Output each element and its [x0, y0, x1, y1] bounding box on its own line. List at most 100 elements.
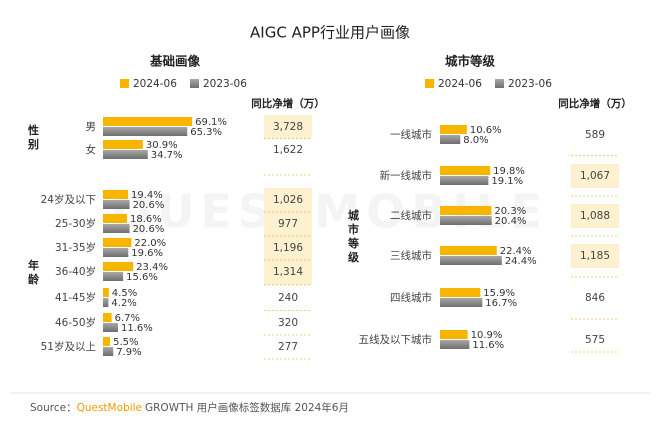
category-label: 女	[86, 143, 97, 156]
value-label: 15.6%	[126, 272, 158, 283]
value-label: 22.4%	[500, 246, 532, 257]
bar	[103, 150, 148, 159]
group-label: 性别	[27, 123, 41, 152]
bar	[103, 248, 129, 257]
legend-label: 2023-06	[203, 78, 247, 90]
value-label: 22.0%	[134, 238, 166, 249]
net-value: 1,622	[273, 144, 303, 156]
value-label: 10.9%	[471, 330, 503, 341]
bar	[440, 216, 492, 225]
net-highlight	[264, 260, 312, 285]
value-label: 20.6%	[133, 200, 165, 211]
net-value: 1,185	[580, 250, 610, 262]
bar	[440, 340, 470, 349]
legend-swatch	[495, 79, 504, 88]
net-value: 277	[278, 341, 298, 353]
category-label: 41-45岁	[55, 291, 96, 304]
legend-swatch	[190, 79, 199, 88]
value-label: 5.5%	[113, 337, 138, 348]
source: Source：QuestMobile GROWTH 用户画像标签数据库 2024年…	[30, 401, 349, 414]
bar	[440, 206, 492, 215]
value-label: 16.7%	[485, 298, 517, 309]
source-label: Source：	[30, 402, 77, 414]
net-value: 589	[585, 129, 605, 141]
value-label: 20.4%	[495, 216, 527, 227]
bar	[440, 135, 461, 144]
category-label: 36-40岁	[55, 265, 96, 278]
net-value: 1,196	[273, 242, 303, 254]
value-label: 7.9%	[116, 347, 141, 358]
bar	[103, 200, 130, 209]
bar	[440, 176, 489, 185]
category-label: 三线城市	[390, 249, 432, 262]
net-highlight	[264, 115, 312, 139]
net-highlight	[264, 212, 312, 236]
bar	[103, 347, 114, 356]
source-text: GROWTH 用户画像标签数据库 2024年6月	[145, 401, 349, 414]
bar	[440, 256, 502, 265]
net-highlight	[571, 204, 619, 228]
value-label: 4.2%	[111, 298, 136, 309]
net-value: 240	[278, 292, 298, 304]
value-label: 19.1%	[491, 176, 523, 187]
net-highlight	[264, 188, 312, 212]
bar	[103, 127, 188, 136]
bar	[103, 298, 109, 307]
value-label: 15.9%	[483, 288, 515, 299]
legend-label: 2023-06	[508, 78, 552, 90]
value-label: 11.6%	[472, 340, 504, 351]
net-value: 575	[585, 334, 605, 346]
value-label: 65.3%	[190, 127, 222, 138]
bar	[103, 214, 127, 223]
bar	[440, 288, 481, 297]
value-label: 20.3%	[494, 206, 526, 217]
category-label: 31-35岁	[55, 241, 96, 254]
bar	[440, 246, 497, 255]
net-value: 3,728	[273, 121, 303, 133]
net-header: 同比净增（万）	[558, 97, 632, 110]
category-label: 二线城市	[390, 209, 432, 222]
value-label: 4.5%	[112, 288, 137, 299]
net-value: 1,314	[273, 266, 303, 278]
bar	[440, 298, 483, 307]
bar	[103, 262, 134, 271]
bar	[103, 140, 143, 149]
value-label: 19.4%	[131, 190, 163, 201]
value-label: 69.1%	[195, 117, 227, 128]
bar	[440, 166, 491, 175]
panel-title: 基础画像	[149, 54, 201, 69]
bar	[440, 125, 467, 134]
bar	[103, 272, 124, 281]
net-value: 320	[278, 317, 298, 329]
net-value: 846	[585, 292, 605, 304]
bar	[103, 288, 109, 297]
value-label: 10.6%	[470, 125, 502, 136]
net-highlight	[571, 164, 619, 188]
value-label: 6.7%	[115, 313, 140, 324]
category-label: 新一线城市	[380, 169, 433, 182]
net-value: 977	[278, 218, 298, 230]
legend-label: 2024-06	[133, 78, 177, 90]
net-highlight	[571, 244, 619, 268]
panel-title: 城市等级	[445, 54, 496, 69]
legend-label: 2024-06	[438, 78, 482, 90]
value-label: 23.4%	[136, 262, 168, 273]
category-label: 男	[86, 121, 97, 133]
category-label: 46-50岁	[55, 316, 96, 329]
net-header: 同比净增（万）	[251, 97, 325, 110]
group-label: 年龄	[27, 258, 40, 287]
category-label: 五线及以下城市	[359, 333, 433, 346]
category-label: 24岁及以下	[41, 193, 96, 206]
value-label: 19.6%	[131, 248, 163, 259]
value-label: 34.7%	[151, 150, 183, 161]
legend-swatch	[425, 79, 434, 88]
category-label: 一线城市	[390, 128, 432, 141]
value-label: 8.0%	[463, 135, 488, 146]
category-label: 25-30岁	[55, 217, 96, 230]
group-label: 城市等级	[347, 208, 361, 265]
category-label: 51岁及以上	[41, 340, 96, 353]
bar	[103, 337, 111, 346]
value-label: 11.6%	[121, 323, 153, 334]
value-label: 24.4%	[505, 256, 537, 267]
